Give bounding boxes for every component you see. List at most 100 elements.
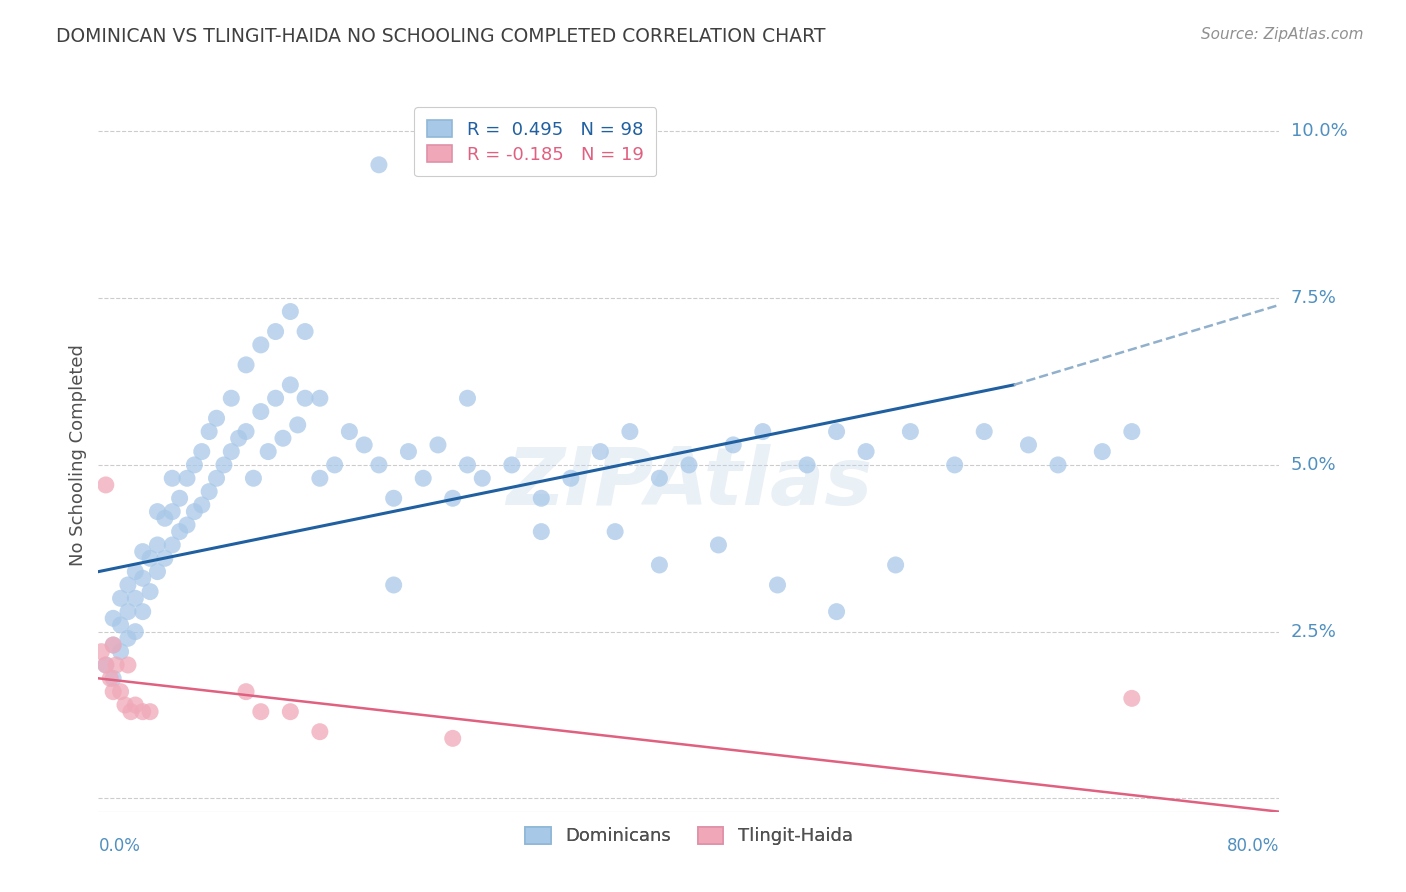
Point [228,431,250,445]
Point [117,658,139,673]
Text: 2.5%: 2.5% [1291,623,1337,640]
Text: ZIPAtlas: ZIPAtlas [506,444,872,523]
Point [278,377,302,392]
Point [560,471,582,485]
Point [153,511,176,525]
Point [294,391,316,405]
Point [1121,425,1143,439]
Point [103,671,125,685]
Point [139,551,162,566]
Point [605,524,627,539]
Point [294,325,316,339]
Point [235,425,257,439]
Point [98,671,121,685]
Text: 7.5%: 7.5% [1291,289,1337,307]
Point [162,505,183,519]
Point [382,578,405,592]
Point [183,505,205,519]
Point [250,705,273,719]
Point [146,505,169,519]
Text: 0.0%: 0.0% [98,837,141,855]
Point [117,632,139,646]
Point [1121,691,1143,706]
Point [855,444,877,458]
Point [198,484,221,499]
Point [1017,438,1039,452]
Point [589,444,612,458]
Point [973,425,995,439]
Point [103,684,125,698]
Point [191,444,214,458]
Point [471,471,494,485]
Point [825,425,848,439]
Point [456,391,478,405]
Point [721,438,744,452]
Point [441,491,464,506]
Point [278,304,302,318]
Point [242,471,264,485]
Point [353,438,375,452]
Legend: Dominicans, Tlingit-Haida: Dominicans, Tlingit-Haida [515,816,863,856]
Point [110,645,132,659]
Point [176,518,198,533]
Point [235,358,257,372]
Point [162,538,183,552]
Point [114,698,136,712]
Point [94,658,117,673]
Point [309,471,332,485]
Point [169,491,191,506]
Point [278,705,302,719]
Point [235,684,257,698]
Point [530,491,553,506]
Point [456,458,478,472]
Point [219,391,242,405]
Point [162,471,183,485]
Point [212,458,235,472]
Y-axis label: No Schooling Completed: No Schooling Completed [69,344,87,566]
Point [103,638,125,652]
Point [103,611,125,625]
Point [337,425,360,439]
Text: DOMINICAN VS TLINGIT-HAIDA NO SCHOOLING COMPLETED CORRELATION CHART: DOMINICAN VS TLINGIT-HAIDA NO SCHOOLING … [56,27,825,45]
Point [368,458,391,472]
Point [309,391,332,405]
Point [176,471,198,485]
Point [884,558,907,572]
Point [900,425,922,439]
Point [153,551,176,566]
Point [205,471,228,485]
Point [132,705,155,719]
Point [648,558,671,572]
Point [117,578,139,592]
Point [94,478,117,492]
Point [103,638,125,652]
Point [264,325,287,339]
Point [132,544,155,558]
Point [1091,444,1114,458]
Point [183,458,205,472]
Point [117,605,139,619]
Point [139,705,162,719]
Point [146,565,169,579]
Point [323,458,346,472]
Point [132,571,155,585]
Text: Source: ZipAtlas.com: Source: ZipAtlas.com [1201,27,1364,42]
Point [132,605,155,619]
Text: 5.0%: 5.0% [1291,456,1336,474]
Point [139,584,162,599]
Point [1046,458,1069,472]
Point [382,491,405,506]
Point [94,658,117,673]
Point [501,458,523,472]
Point [427,438,450,452]
Point [678,458,700,472]
Point [124,698,146,712]
Point [198,425,221,439]
Point [120,705,142,719]
Point [191,498,214,512]
Point [309,724,332,739]
Point [124,624,146,639]
Point [441,731,464,746]
Point [751,425,773,439]
Point [796,458,818,472]
